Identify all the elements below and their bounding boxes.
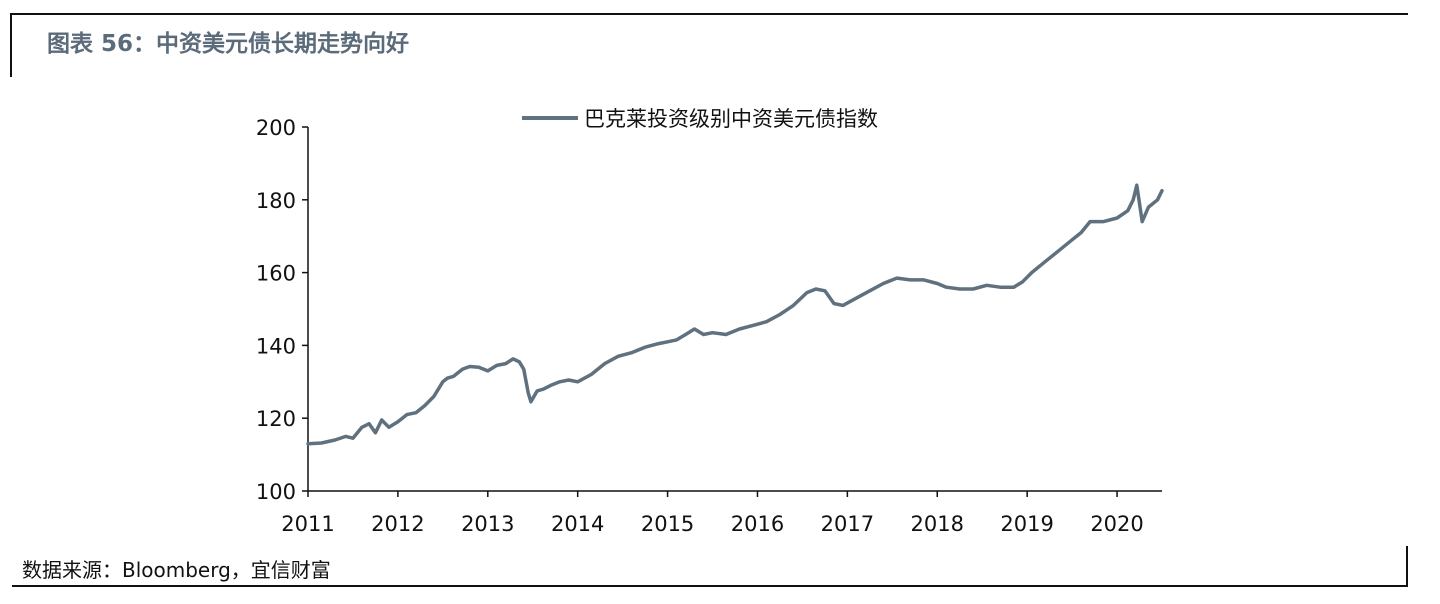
x-tick-label: 2016 — [731, 512, 784, 536]
x-tick-label: 2017 — [821, 512, 874, 536]
frame-top-rule — [10, 13, 1408, 15]
x-tick-label: 2015 — [641, 512, 694, 536]
frame-bottom-rule — [12, 585, 1408, 587]
y-tick-label: 200 — [256, 116, 296, 140]
y-tick-label: 100 — [256, 480, 296, 504]
y-tick-label: 120 — [256, 407, 296, 431]
x-tick-label: 2011 — [281, 512, 334, 536]
y-tick-label: 140 — [256, 334, 296, 358]
frame-right-rule — [1406, 546, 1408, 587]
y-tick-label: 160 — [256, 262, 296, 286]
legend-label: 巴克莱投资级别中资美元债指数 — [584, 107, 878, 131]
source-note: 数据来源：Bloomberg，宜信财富 — [22, 558, 331, 582]
frame-left-rule — [10, 13, 12, 77]
x-tick-label: 2020 — [1090, 512, 1143, 536]
x-tick-label: 2013 — [461, 512, 514, 536]
y-tick-label: 180 — [256, 189, 296, 213]
x-tick-label: 2014 — [551, 512, 604, 536]
figure-title: 图表 56：中资美元债长期走势向好 — [47, 31, 410, 57]
x-tick-label: 2019 — [1000, 512, 1053, 536]
x-tick-label: 2018 — [911, 512, 964, 536]
x-tick-label: 2012 — [371, 512, 424, 536]
series-line — [306, 183, 1164, 446]
